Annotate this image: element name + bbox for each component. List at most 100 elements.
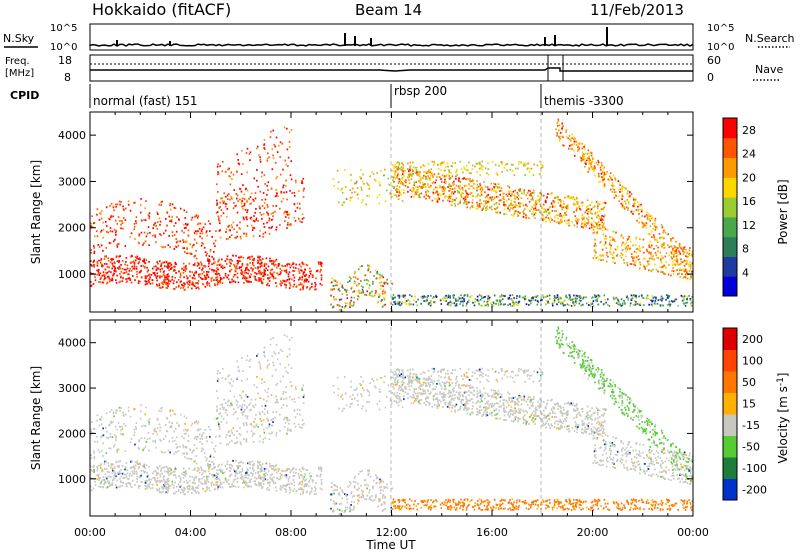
power-cell [436,176,438,178]
power-cell [609,188,612,191]
power-cell [459,199,462,202]
power-cell [412,170,414,172]
power-cell [690,276,692,279]
velocity-cell [292,474,294,477]
velocity-cell [122,481,124,484]
power-cell [415,188,418,191]
power-cell [270,187,273,190]
velocity-cell [158,491,161,494]
power-cell [399,179,402,181]
power-cell [122,208,125,210]
power-cell [584,162,587,164]
power-cell [198,267,201,269]
power-cell [531,195,534,198]
power-cell [268,217,271,220]
power-cell [582,156,584,159]
power-cell [246,189,249,192]
power-cell [283,212,285,215]
power-cell [415,169,418,171]
power-cell [590,154,593,157]
power-cell [468,187,470,190]
power-cell [637,255,640,257]
velocity-cell [245,476,248,479]
velocity-cell [167,489,169,491]
power-cell [126,273,129,276]
power-cell [471,168,474,170]
velocity-cell [177,489,180,491]
power-cell [221,282,224,284]
power-cell [486,172,488,175]
power-cell [233,202,235,204]
power-cell [429,304,432,307]
power-cell [659,266,661,269]
power-cell [465,164,468,167]
power-cell [545,303,547,306]
power-cell [239,228,242,230]
power-cell [187,234,190,237]
power-cell [501,170,503,173]
power-cell [292,270,294,272]
power-cell [186,246,188,249]
power-cell [572,202,575,205]
power-cell [134,279,136,281]
velocity-cell [168,474,170,476]
power-cell [483,181,485,183]
power-cell [285,185,287,187]
velocity-cell [305,478,308,481]
power-cell [201,269,203,271]
power-cell [538,200,541,203]
velocity-cell [258,462,261,464]
velocity-cell [275,463,278,466]
power-cell [350,174,352,176]
power-cell [104,268,107,271]
power-cell [280,269,283,272]
velocity-cell [280,474,283,477]
power-cell [494,163,497,166]
power-cell [603,215,605,218]
power-cell [360,280,362,282]
power-cell [521,192,523,195]
power-cell [496,187,499,189]
velocity-cell [299,487,302,489]
velocity-cell [101,468,103,471]
power-cell [113,228,116,231]
power-cell [431,182,434,184]
power-cell [501,163,503,165]
power-cell [470,294,473,297]
power-cell [105,221,107,223]
power-cell [242,163,244,165]
velocity-cell [118,465,120,467]
power-cell [560,218,562,221]
velocity-cell [96,469,99,472]
power-cell [601,248,604,251]
velocity-cell [266,488,268,491]
velocity-cell [108,475,110,478]
velocity-cell [262,483,265,485]
power-cell [317,261,320,264]
power-cell [105,271,107,274]
power-cell [287,273,290,276]
power-cell [152,267,154,270]
velocity-cell [259,476,262,479]
power-cell [185,241,188,244]
power-cell [378,184,381,187]
power-cell [92,265,94,267]
power-cell [691,253,693,256]
power-cell [568,144,571,147]
power-cell [649,215,651,218]
power-cell [516,295,518,297]
power-cell [290,178,293,181]
power-cell [468,183,470,186]
velocity-cell [173,492,175,495]
velocity-cell [92,487,95,490]
power-cell [687,256,690,258]
power-cell [586,159,588,161]
power-cell [479,183,481,185]
velocity-cell [284,470,286,472]
power-cell [495,185,497,187]
power-cell [562,301,564,303]
power-cell [499,300,501,303]
power-cell [602,224,604,227]
power-cell [113,269,115,272]
power-cell [573,140,576,143]
